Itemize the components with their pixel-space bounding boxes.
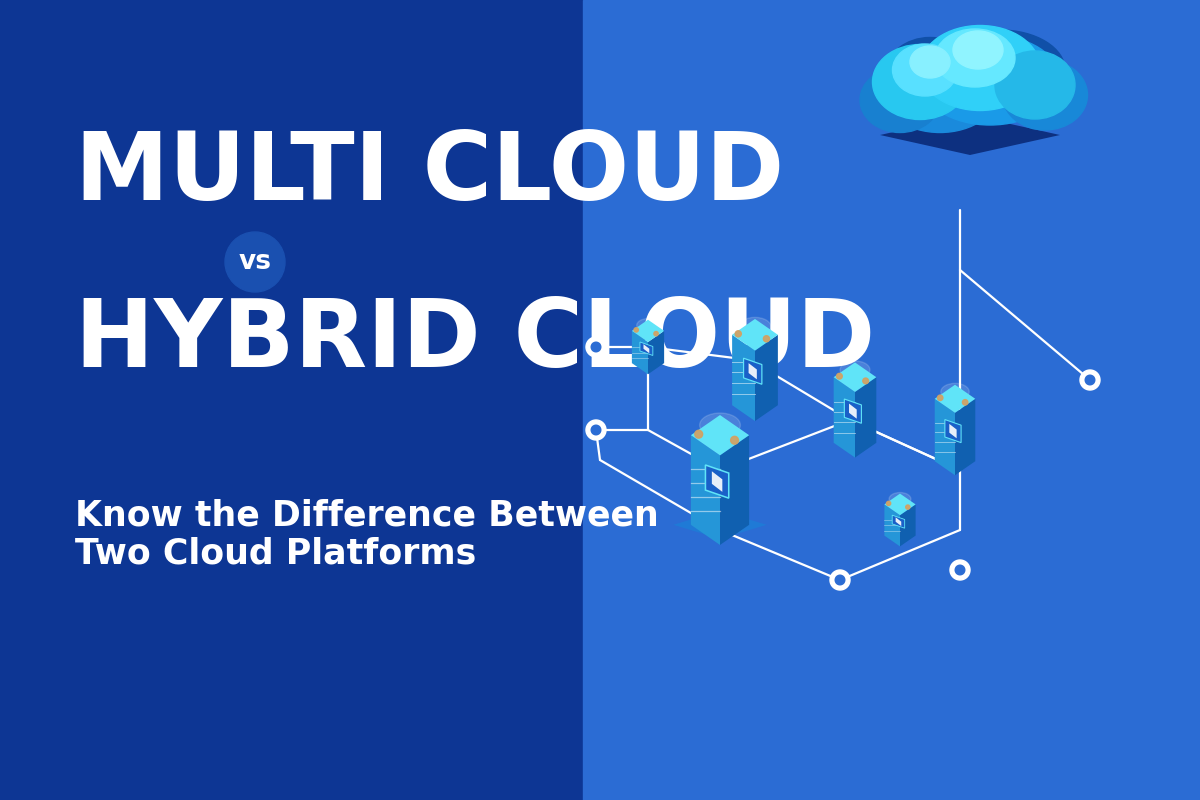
Circle shape <box>634 328 638 332</box>
Polygon shape <box>640 342 653 355</box>
Circle shape <box>592 342 601 352</box>
Polygon shape <box>712 471 722 492</box>
Bar <box>0 0 583 800</box>
Circle shape <box>1080 370 1100 390</box>
Text: MULTI CLOUD: MULTI CLOUD <box>74 128 785 220</box>
Circle shape <box>731 436 738 444</box>
Polygon shape <box>854 378 876 458</box>
Polygon shape <box>834 362 876 392</box>
Circle shape <box>950 560 970 580</box>
Polygon shape <box>691 415 749 455</box>
Polygon shape <box>893 515 905 528</box>
Circle shape <box>836 374 842 379</box>
Circle shape <box>695 430 703 438</box>
Circle shape <box>955 565 965 574</box>
Bar <box>583 0 1200 800</box>
Ellipse shape <box>872 45 967 119</box>
Ellipse shape <box>637 318 659 332</box>
Circle shape <box>937 395 943 401</box>
Polygon shape <box>884 504 900 546</box>
Ellipse shape <box>935 29 1015 87</box>
Polygon shape <box>944 419 961 442</box>
Ellipse shape <box>935 30 1066 110</box>
Ellipse shape <box>860 67 940 133</box>
Ellipse shape <box>700 413 740 438</box>
Text: HYBRID CLOUD: HYBRID CLOUD <box>74 295 875 387</box>
Polygon shape <box>850 404 857 418</box>
Circle shape <box>592 426 601 435</box>
Ellipse shape <box>920 26 1040 110</box>
Polygon shape <box>845 399 862 423</box>
Ellipse shape <box>840 361 870 378</box>
Ellipse shape <box>995 51 1075 119</box>
Polygon shape <box>895 518 901 526</box>
Circle shape <box>226 232 286 292</box>
Polygon shape <box>949 424 956 438</box>
Polygon shape <box>720 435 749 545</box>
Ellipse shape <box>1000 58 1080 122</box>
Polygon shape <box>673 510 767 539</box>
Polygon shape <box>755 334 778 421</box>
Polygon shape <box>900 504 916 546</box>
Polygon shape <box>632 331 648 374</box>
Ellipse shape <box>920 35 1060 125</box>
Ellipse shape <box>910 46 950 78</box>
Polygon shape <box>648 331 664 374</box>
Circle shape <box>763 336 769 342</box>
Polygon shape <box>744 358 762 384</box>
Text: vs: vs <box>239 249 271 275</box>
Ellipse shape <box>886 38 974 113</box>
Ellipse shape <box>941 383 970 400</box>
Circle shape <box>887 502 890 506</box>
Polygon shape <box>732 334 755 421</box>
Polygon shape <box>632 320 664 342</box>
Circle shape <box>962 399 968 405</box>
Text: Know the Difference Between: Know the Difference Between <box>74 498 659 532</box>
Text: Two Cloud Platforms: Two Cloud Platforms <box>74 536 476 570</box>
Polygon shape <box>935 385 976 413</box>
Ellipse shape <box>889 493 911 506</box>
Polygon shape <box>691 435 720 545</box>
Circle shape <box>830 570 850 590</box>
Circle shape <box>835 575 845 585</box>
Polygon shape <box>884 494 916 515</box>
Circle shape <box>863 378 869 384</box>
Polygon shape <box>732 319 778 350</box>
Ellipse shape <box>953 31 1003 69</box>
Ellipse shape <box>1002 60 1087 130</box>
Circle shape <box>654 331 659 336</box>
Polygon shape <box>834 378 854 458</box>
Polygon shape <box>935 399 955 475</box>
Circle shape <box>1085 375 1094 385</box>
Ellipse shape <box>880 47 1000 133</box>
Circle shape <box>586 420 606 440</box>
Polygon shape <box>706 465 728 498</box>
Ellipse shape <box>893 44 958 96</box>
Circle shape <box>906 505 910 510</box>
Circle shape <box>736 330 742 337</box>
Polygon shape <box>880 115 1060 155</box>
Circle shape <box>586 337 606 357</box>
Polygon shape <box>955 399 976 475</box>
Ellipse shape <box>739 318 772 336</box>
Polygon shape <box>643 344 649 354</box>
Polygon shape <box>749 363 757 379</box>
